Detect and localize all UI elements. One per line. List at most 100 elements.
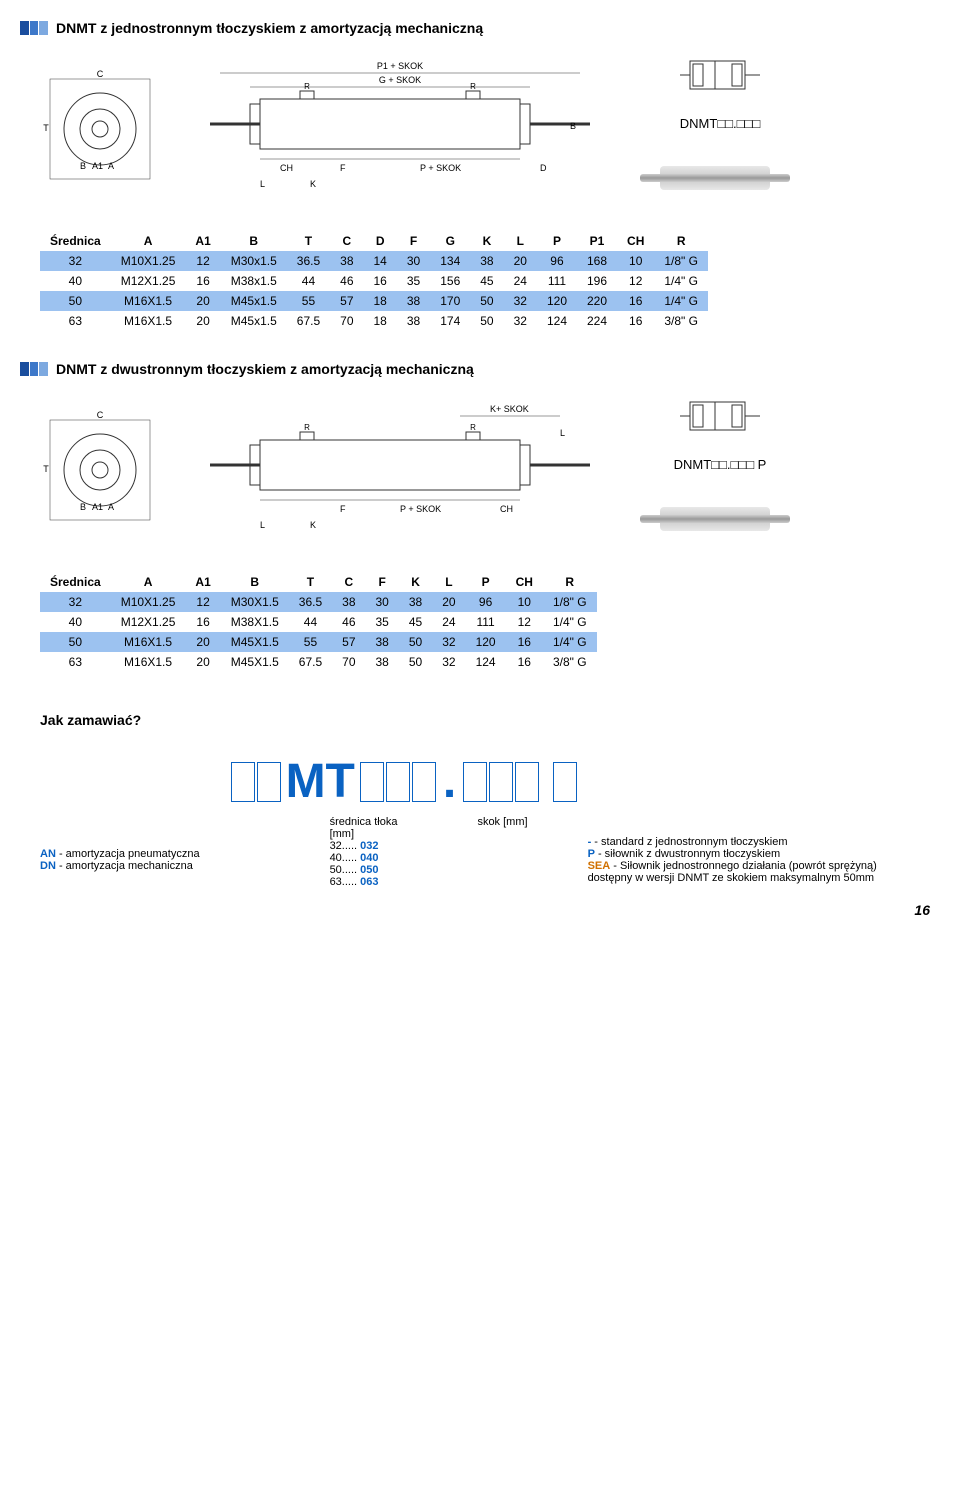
- diag-label-b: B: [80, 161, 86, 171]
- diameter-title1: średnica tłoka: [330, 816, 398, 828]
- table-header: C: [332, 572, 365, 592]
- table-cell: 35: [366, 612, 399, 632]
- table-header: P1: [577, 231, 617, 251]
- table-cell: 38: [397, 291, 430, 311]
- diameter-line: 32..... 032: [330, 840, 398, 852]
- table-cell: 46: [330, 271, 363, 291]
- section1-diagram-row: C T B A1 A P1 + SKOK G + SKOK R R CH F P…: [40, 46, 940, 211]
- table-cell: 32: [40, 251, 111, 271]
- table-cell: 32: [504, 311, 537, 331]
- table-header: A1: [185, 572, 220, 592]
- order-columns: średnica tłoka [mm] 32..... 03240..... 0…: [230, 816, 877, 888]
- table-cell: 38: [397, 311, 430, 331]
- table-cell: 16: [617, 291, 654, 311]
- table-cell: 32: [432, 652, 465, 672]
- table-cell: 55: [287, 291, 330, 311]
- cylinder-photo-2: [640, 482, 800, 552]
- table-cell: 50: [399, 652, 432, 672]
- diameter-line: 63..... 063: [330, 876, 398, 888]
- table-cell: 96: [537, 251, 577, 271]
- table-cell: 32: [504, 291, 537, 311]
- table-cell: 44: [287, 271, 330, 291]
- table-header: K: [399, 572, 432, 592]
- placeholder-box: [412, 762, 436, 802]
- diag2-label-b: B: [80, 502, 86, 512]
- section2-spec-table: ŚrednicaAA1BTCFKLPCHR32M10X1.2512M30X1.5…: [40, 572, 597, 672]
- table-header: B: [221, 572, 289, 592]
- placeholder-box: [386, 762, 410, 802]
- placeholder-box: [463, 762, 487, 802]
- table-header: F: [397, 231, 430, 251]
- table-row: 40M12X1.2516M38x1.5444616351564524111196…: [40, 271, 708, 291]
- table-cell: M16X1.5: [111, 291, 186, 311]
- table-cell: 16: [617, 311, 654, 331]
- section1-header: DNMT z jednostronnym tłoczyskiem z amort…: [20, 20, 960, 36]
- table-cell: 38: [332, 592, 365, 612]
- section1-title: DNMT z jednostronnym tłoczyskiem z amort…: [56, 20, 483, 36]
- table-header: Średnica: [40, 572, 111, 592]
- diag-label-d: D: [540, 163, 547, 173]
- table-cell: 12: [185, 592, 220, 612]
- table-cell: 16: [185, 271, 220, 291]
- table-header: A: [111, 231, 186, 251]
- table-cell: 36.5: [289, 592, 332, 612]
- section2-title: DNMT z dwustronnym tłoczyskiem z amortyz…: [56, 361, 474, 377]
- table-row: 50M16X1.520M45X1.55557385032120161/4" G: [40, 632, 597, 652]
- table-cell: 44: [289, 612, 332, 632]
- table-cell: M30X1.5: [221, 592, 289, 612]
- table-header: B: [221, 231, 287, 251]
- table-cell: 16: [185, 612, 220, 632]
- diag2-label-k: K: [310, 520, 316, 530]
- table-row: 40M12X1.2516M38X1.54446354524111121/4" G: [40, 612, 597, 632]
- type-line: - - standard z jednostronnym tłoczyskiem: [588, 836, 877, 848]
- table-cell: M12X1.25: [111, 271, 186, 291]
- table-cell: 70: [330, 311, 363, 331]
- table-cell: 20: [185, 311, 220, 331]
- diag-label-p1skok: P1 + SKOK: [377, 61, 423, 71]
- dn-text: - amortyzacja mechaniczna: [56, 860, 193, 872]
- table-cell: 32: [40, 592, 111, 612]
- diag-label-t: T: [43, 123, 49, 133]
- section2-symbol-diagram: [675, 387, 765, 447]
- table-cell: 35: [397, 271, 430, 291]
- table-cell: 50: [40, 291, 111, 311]
- section1-right-col: DNMT□□.□□□: [640, 46, 800, 211]
- table-cell: 20: [432, 592, 465, 612]
- diag-label-r1: R: [304, 82, 310, 91]
- table-cell: 63: [40, 652, 111, 672]
- order-col-type: - - standard z jednostronnym tłoczyskiem…: [588, 836, 877, 888]
- diag2-label-pskok: P + SKOK: [400, 504, 441, 514]
- table-header: D: [364, 231, 397, 251]
- diag-label-mb: B: [570, 121, 576, 131]
- pattern-mt: MT: [286, 758, 355, 806]
- table-cell: M45X1.5: [221, 632, 289, 652]
- table-cell: 12: [617, 271, 654, 291]
- placeholder-box: [360, 762, 384, 802]
- diag-label-a1: A1: [92, 161, 103, 171]
- diag-label-c: C: [97, 69, 104, 79]
- table-header: R: [543, 572, 597, 592]
- table-cell: 46: [332, 612, 365, 632]
- diameter-line: 40..... 040: [330, 852, 398, 864]
- table-cell: 20: [185, 291, 220, 311]
- table-cell: 1/8" G: [654, 251, 708, 271]
- table-cell: 38: [470, 251, 503, 271]
- table-row: 32M10X1.2512M30X1.536.53830382096101/8" …: [40, 592, 597, 612]
- section2-right-col: DNMT□□.□□□ P: [640, 387, 800, 552]
- table-cell: 50: [470, 291, 503, 311]
- order-col-stroke: skok [mm]: [477, 816, 527, 888]
- diag2-label-r2: R: [470, 423, 476, 432]
- section2-side-diagram: C T B A1 A: [40, 410, 160, 530]
- table-cell: M10X1.25: [111, 251, 186, 271]
- order-pattern-block: MT . średnica tłoka [mm] 32..... 03240..…: [230, 758, 877, 888]
- diameter-title2: [mm]: [330, 828, 398, 840]
- table-cell: 96: [466, 592, 506, 612]
- table-cell: 57: [332, 632, 365, 652]
- table-cell: 40: [40, 612, 111, 632]
- table-cell: 14: [364, 251, 397, 271]
- table-cell: 38: [330, 251, 363, 271]
- type-extra: dostępny w wersji DNMT ze skokiem maksym…: [588, 872, 877, 884]
- table-cell: 50: [470, 311, 503, 331]
- table-cell: 70: [332, 652, 365, 672]
- table-cell: 134: [430, 251, 470, 271]
